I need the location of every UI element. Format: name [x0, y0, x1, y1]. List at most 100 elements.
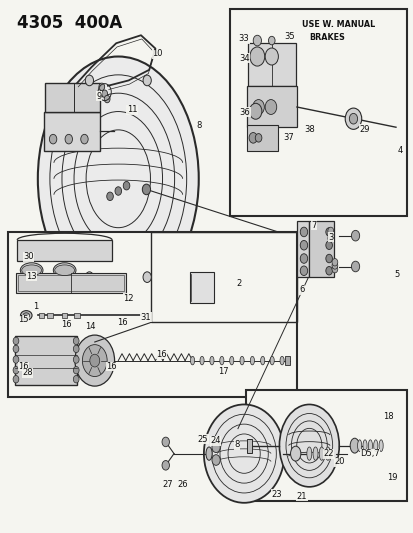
Circle shape [255, 134, 261, 142]
Bar [62, 313, 67, 318]
Bar [17, 240, 112, 261]
Ellipse shape [53, 263, 76, 278]
Circle shape [13, 375, 19, 383]
Text: 36: 36 [239, 108, 250, 117]
Circle shape [249, 103, 261, 119]
Text: 30: 30 [24, 253, 34, 261]
Bar [296, 221, 309, 277]
Text: 27: 27 [162, 480, 173, 489]
Text: 15: 15 [18, 315, 28, 324]
Circle shape [143, 272, 151, 282]
Ellipse shape [325, 447, 330, 461]
Ellipse shape [357, 440, 361, 451]
Circle shape [268, 36, 274, 45]
Circle shape [211, 455, 220, 465]
Circle shape [265, 48, 278, 65]
Circle shape [299, 227, 307, 237]
Text: 16: 16 [18, 362, 28, 371]
Ellipse shape [240, 357, 244, 365]
Circle shape [65, 134, 72, 144]
Bar [17, 273, 126, 293]
Circle shape [211, 442, 220, 453]
Circle shape [81, 134, 88, 144]
Circle shape [161, 461, 169, 470]
Text: 16: 16 [106, 362, 116, 371]
Circle shape [142, 184, 150, 195]
Ellipse shape [306, 447, 311, 461]
Circle shape [265, 100, 276, 115]
Circle shape [325, 241, 332, 249]
Circle shape [299, 266, 307, 276]
Ellipse shape [55, 265, 74, 276]
Circle shape [85, 75, 93, 86]
Text: 20: 20 [334, 457, 344, 466]
Ellipse shape [279, 405, 338, 487]
Bar [285, 357, 290, 365]
Text: 31: 31 [140, 312, 151, 321]
Text: 1: 1 [33, 302, 38, 311]
Ellipse shape [373, 440, 377, 451]
Circle shape [325, 228, 332, 236]
Text: 5: 5 [393, 270, 399, 279]
FancyBboxPatch shape [229, 9, 406, 216]
Circle shape [349, 114, 357, 124]
Text: 37: 37 [282, 133, 293, 142]
Text: 16: 16 [61, 320, 72, 329]
Bar [44, 112, 100, 151]
Text: 34: 34 [238, 54, 249, 62]
Ellipse shape [269, 357, 273, 365]
Ellipse shape [318, 447, 323, 461]
Circle shape [253, 35, 261, 46]
Circle shape [115, 187, 121, 195]
Circle shape [331, 262, 337, 269]
Text: 26: 26 [176, 480, 187, 489]
Text: 33: 33 [238, 35, 249, 44]
Circle shape [252, 100, 264, 115]
Ellipse shape [206, 447, 211, 461]
Ellipse shape [368, 440, 372, 451]
Circle shape [73, 356, 79, 364]
Text: 19: 19 [387, 473, 397, 482]
Circle shape [331, 265, 337, 273]
Circle shape [82, 345, 107, 376]
Circle shape [299, 240, 307, 250]
Bar [189, 272, 213, 303]
Ellipse shape [21, 311, 32, 320]
Circle shape [249, 47, 264, 66]
Circle shape [73, 337, 79, 345]
Text: 8: 8 [196, 121, 201, 130]
Ellipse shape [279, 357, 283, 365]
Ellipse shape [38, 56, 198, 301]
Bar [247, 86, 296, 127]
Ellipse shape [250, 357, 254, 365]
Ellipse shape [190, 357, 194, 365]
Text: 23: 23 [271, 489, 281, 498]
Text: BRAKES: BRAKES [309, 33, 344, 42]
Bar [247, 125, 278, 151]
Text: 7: 7 [311, 221, 316, 230]
Bar [247, 439, 252, 453]
Ellipse shape [20, 263, 43, 278]
Text: 3: 3 [328, 233, 332, 242]
Circle shape [161, 437, 169, 447]
Circle shape [344, 108, 361, 130]
Bar [47, 313, 52, 318]
Text: 21: 21 [296, 491, 306, 500]
Bar [18, 275, 124, 292]
Ellipse shape [362, 440, 366, 451]
Text: 16: 16 [117, 318, 128, 327]
Text: 11: 11 [126, 105, 137, 114]
Ellipse shape [22, 265, 41, 276]
Ellipse shape [229, 357, 233, 365]
Text: 13: 13 [26, 272, 37, 280]
Circle shape [325, 266, 332, 275]
Ellipse shape [23, 313, 29, 318]
Circle shape [13, 356, 19, 364]
Text: 10: 10 [152, 50, 162, 58]
Circle shape [13, 345, 19, 353]
Circle shape [327, 231, 333, 238]
Circle shape [351, 261, 359, 272]
Circle shape [73, 375, 79, 383]
Circle shape [102, 90, 107, 98]
Ellipse shape [290, 446, 300, 461]
